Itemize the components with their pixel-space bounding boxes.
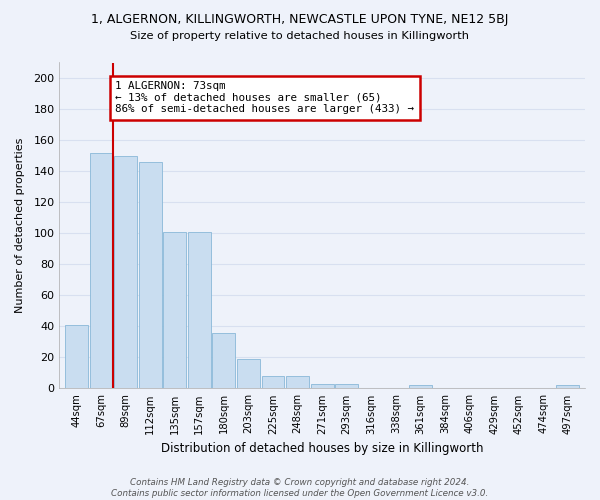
- Bar: [65, 325, 88, 388]
- Bar: [335, 384, 358, 388]
- Text: Contains HM Land Registry data © Crown copyright and database right 2024.
Contai: Contains HM Land Registry data © Crown c…: [112, 478, 488, 498]
- Text: 1, ALGERNON, KILLINGWORTH, NEWCASTLE UPON TYNE, NE12 5BJ: 1, ALGERNON, KILLINGWORTH, NEWCASTLE UPO…: [91, 12, 509, 26]
- Bar: [286, 376, 309, 388]
- Bar: [139, 162, 161, 388]
- Bar: [163, 232, 186, 388]
- Y-axis label: Number of detached properties: Number of detached properties: [15, 138, 25, 313]
- Bar: [237, 359, 260, 388]
- Bar: [114, 156, 137, 388]
- Bar: [89, 152, 113, 388]
- Text: Size of property relative to detached houses in Killingworth: Size of property relative to detached ho…: [131, 31, 470, 41]
- Bar: [262, 376, 284, 388]
- Bar: [556, 386, 579, 388]
- X-axis label: Distribution of detached houses by size in Killingworth: Distribution of detached houses by size …: [161, 442, 484, 455]
- Bar: [311, 384, 334, 388]
- Bar: [188, 232, 211, 388]
- Bar: [212, 332, 235, 388]
- Text: 1 ALGERNON: 73sqm
← 13% of detached houses are smaller (65)
86% of semi-detached: 1 ALGERNON: 73sqm ← 13% of detached hous…: [115, 81, 415, 114]
- Bar: [409, 386, 432, 388]
